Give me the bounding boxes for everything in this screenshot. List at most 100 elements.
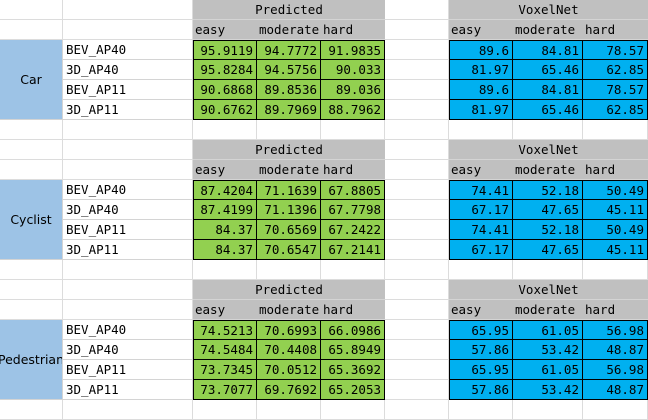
predicted-value[interactable]: 69.7692 [257, 380, 321, 400]
grid-cell[interactable] [193, 260, 257, 280]
grid-cell[interactable] [385, 40, 449, 60]
predicted-value[interactable]: 87.4204 [193, 180, 257, 200]
predicted-value[interactable]: 67.2141 [321, 240, 385, 260]
predicted-value[interactable]: 89.7969 [257, 100, 321, 120]
voxelnet-value[interactable]: 62.85 [583, 100, 648, 120]
voxelnet-value[interactable]: 57.86 [449, 340, 513, 360]
grid-cell[interactable] [385, 380, 449, 400]
predicted-value[interactable]: 89.8536 [257, 80, 321, 100]
grid-cell[interactable] [385, 60, 449, 80]
grid-cell[interactable] [0, 0, 63, 20]
grid-cell[interactable] [63, 400, 193, 420]
predicted-value[interactable]: 90.033 [321, 60, 385, 80]
voxelnet-value[interactable]: 47.65 [513, 200, 583, 220]
predicted-value[interactable]: 91.9835 [321, 40, 385, 60]
voxelnet-value[interactable]: 48.87 [583, 340, 648, 360]
voxelnet-value[interactable]: 57.86 [449, 380, 513, 400]
grid-cell[interactable] [385, 0, 449, 20]
voxelnet-value[interactable]: 65.95 [449, 320, 513, 340]
predicted-value[interactable]: 67.8805 [321, 180, 385, 200]
predicted-value[interactable]: 90.6762 [193, 100, 257, 120]
voxelnet-value[interactable]: 78.57 [583, 80, 648, 100]
predicted-value[interactable]: 66.0986 [321, 320, 385, 340]
grid-cell[interactable] [385, 180, 449, 200]
voxelnet-value[interactable]: 81.97 [449, 60, 513, 80]
voxelnet-value[interactable]: 56.98 [583, 360, 648, 380]
grid-cell[interactable] [385, 160, 449, 180]
grid-cell[interactable] [63, 120, 193, 140]
predicted-value[interactable]: 90.6868 [193, 80, 257, 100]
voxelnet-value[interactable]: 61.05 [513, 360, 583, 380]
voxelnet-value[interactable]: 50.49 [583, 220, 648, 240]
grid-cell[interactable] [385, 200, 449, 220]
grid-cell[interactable] [0, 120, 63, 140]
predicted-value[interactable]: 67.2422 [321, 220, 385, 240]
voxelnet-value[interactable]: 52.18 [513, 220, 583, 240]
grid-cell[interactable] [583, 260, 648, 280]
grid-cell[interactable] [449, 260, 513, 280]
voxelnet-value[interactable]: 81.97 [449, 100, 513, 120]
grid-cell[interactable] [193, 400, 257, 420]
voxelnet-value[interactable]: 56.98 [583, 320, 648, 340]
grid-cell[interactable] [0, 260, 63, 280]
voxelnet-value[interactable]: 53.42 [513, 340, 583, 360]
predicted-value[interactable]: 70.6993 [257, 320, 321, 340]
grid-cell[interactable] [385, 300, 449, 320]
grid-cell[interactable] [385, 100, 449, 120]
grid-cell[interactable] [63, 260, 193, 280]
grid-cell[interactable] [0, 160, 63, 180]
predicted-value[interactable]: 71.1396 [257, 200, 321, 220]
grid-cell[interactable] [513, 260, 583, 280]
voxelnet-value[interactable]: 67.17 [449, 240, 513, 260]
voxelnet-value[interactable]: 89.6 [449, 80, 513, 100]
grid-cell[interactable] [385, 80, 449, 100]
voxelnet-value[interactable]: 65.46 [513, 100, 583, 120]
predicted-value[interactable]: 87.4199 [193, 200, 257, 220]
voxelnet-value[interactable]: 50.49 [583, 180, 648, 200]
predicted-value[interactable]: 70.4408 [257, 340, 321, 360]
grid-cell[interactable] [449, 400, 513, 420]
grid-cell[interactable] [513, 400, 583, 420]
grid-cell[interactable] [385, 240, 449, 260]
voxelnet-value[interactable]: 89.6 [449, 40, 513, 60]
predicted-value[interactable]: 70.0512 [257, 360, 321, 380]
voxelnet-value[interactable]: 53.42 [513, 380, 583, 400]
voxelnet-value[interactable]: 45.11 [583, 240, 648, 260]
predicted-value[interactable]: 94.7772 [257, 40, 321, 60]
grid-cell[interactable] [583, 400, 648, 420]
voxelnet-value[interactable]: 48.87 [583, 380, 648, 400]
grid-cell[interactable] [385, 220, 449, 240]
grid-cell[interactable] [321, 120, 385, 140]
predicted-value[interactable]: 73.7345 [193, 360, 257, 380]
voxelnet-value[interactable]: 78.57 [583, 40, 648, 60]
predicted-value[interactable]: 74.5484 [193, 340, 257, 360]
grid-cell[interactable] [63, 160, 193, 180]
predicted-value[interactable]: 71.1639 [257, 180, 321, 200]
grid-cell[interactable] [385, 20, 449, 40]
grid-cell[interactable] [257, 120, 321, 140]
voxelnet-value[interactable]: 65.46 [513, 60, 583, 80]
grid-cell[interactable] [0, 140, 63, 160]
grid-cell[interactable] [63, 20, 193, 40]
grid-cell[interactable] [321, 260, 385, 280]
predicted-value[interactable]: 89.036 [321, 80, 385, 100]
grid-cell[interactable] [513, 120, 583, 140]
predicted-value[interactable]: 95.8284 [193, 60, 257, 80]
grid-cell[interactable] [63, 140, 193, 160]
voxelnet-value[interactable]: 74.41 [449, 220, 513, 240]
predicted-value[interactable]: 73.7077 [193, 380, 257, 400]
grid-cell[interactable] [385, 280, 449, 300]
grid-cell[interactable] [0, 400, 63, 420]
grid-cell[interactable] [257, 400, 321, 420]
grid-cell[interactable] [385, 340, 449, 360]
grid-cell[interactable] [385, 360, 449, 380]
predicted-value[interactable]: 67.7798 [321, 200, 385, 220]
grid-cell[interactable] [321, 400, 385, 420]
grid-cell[interactable] [385, 120, 449, 140]
voxelnet-value[interactable]: 62.85 [583, 60, 648, 80]
predicted-value[interactable]: 74.5213 [193, 320, 257, 340]
voxelnet-value[interactable]: 61.05 [513, 320, 583, 340]
grid-cell[interactable] [449, 120, 513, 140]
predicted-value[interactable]: 65.2053 [321, 380, 385, 400]
